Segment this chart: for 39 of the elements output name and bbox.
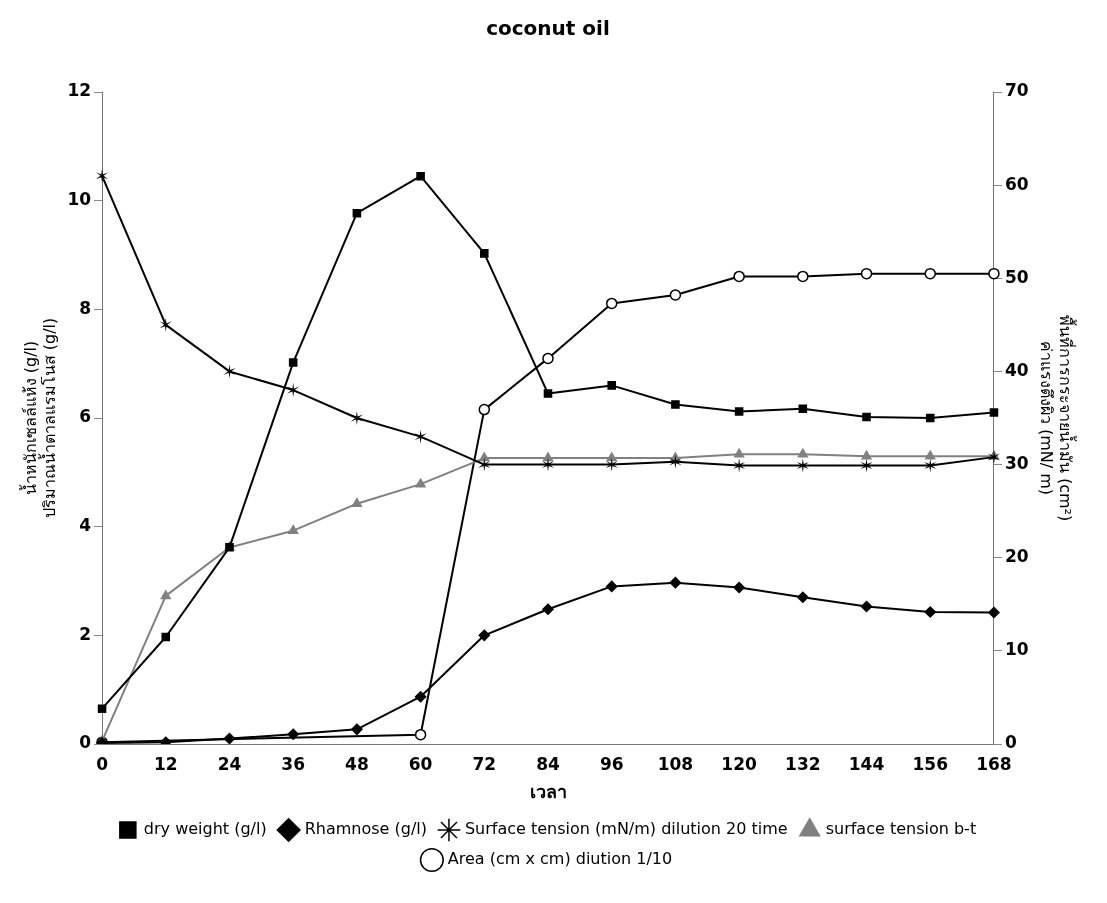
- y2-tick-label: 0: [1004, 732, 1017, 753]
- y-tick-label: 2: [79, 623, 92, 644]
- x-tick-label: 84: [536, 753, 560, 774]
- y2-tick-label: 60: [1004, 173, 1029, 194]
- x-tick-label: 36: [281, 753, 306, 774]
- legend-label: Rhamnose (g/l): [304, 819, 427, 839]
- x-tick-label: 72: [472, 753, 497, 774]
- legend-label: Surface tension (mN/m) dilution 20 time: [464, 819, 788, 839]
- x-tick-label: 60: [408, 753, 433, 774]
- y2-tick-label: 30: [1004, 452, 1029, 473]
- y2-tick-label: 40: [1004, 359, 1029, 380]
- y-tick-label: 12: [67, 80, 92, 101]
- y-tick-label: 4: [79, 515, 92, 536]
- y-tick-label: 0: [79, 732, 92, 753]
- x-tick-label: 96: [599, 753, 624, 774]
- y-tick-label: 6: [79, 406, 92, 427]
- x-tick-label: 120: [721, 753, 758, 774]
- y2-tick-label: 20: [1004, 546, 1029, 567]
- x-tick-label: 144: [848, 753, 885, 774]
- y-tick-label: 10: [67, 189, 92, 210]
- y2-tick-label: 10: [1004, 639, 1029, 660]
- x-tick-label: 132: [785, 753, 821, 774]
- y-tick-label: 8: [79, 297, 92, 318]
- legend-label: Area (cm x cm) diution 1/10: [447, 849, 673, 869]
- legend-label: surface tension b-t: [825, 819, 977, 839]
- x-axis-title: เวลา: [529, 780, 567, 802]
- chart-title: coconut oil: [486, 16, 610, 41]
- x-tick-label: 24: [217, 753, 242, 774]
- x-tick-label: 12: [153, 753, 178, 774]
- y-axis-title: น้ำหนักเซลล์แห้ง (g/l) ปริมาณน้ำตาลแรมโนส (g/l): [18, 317, 59, 519]
- x-tick-label: 168: [976, 753, 1012, 774]
- legend-label: dry weight (g/l): [143, 819, 267, 839]
- x-tick-label: 0: [96, 753, 109, 774]
- x-tick-label: 48: [345, 753, 369, 774]
- y2-tick-label: 50: [1004, 266, 1029, 287]
- y2-axis-title: พื้นที่การกระจายน้ำมัน (cm²) ค่าแรงตึงผิว (mN/ m): [1037, 314, 1078, 522]
- y2-tick-label: 70: [1004, 80, 1029, 101]
- x-tick-label: 108: [657, 753, 694, 774]
- x-tick-label: 156: [912, 753, 948, 774]
